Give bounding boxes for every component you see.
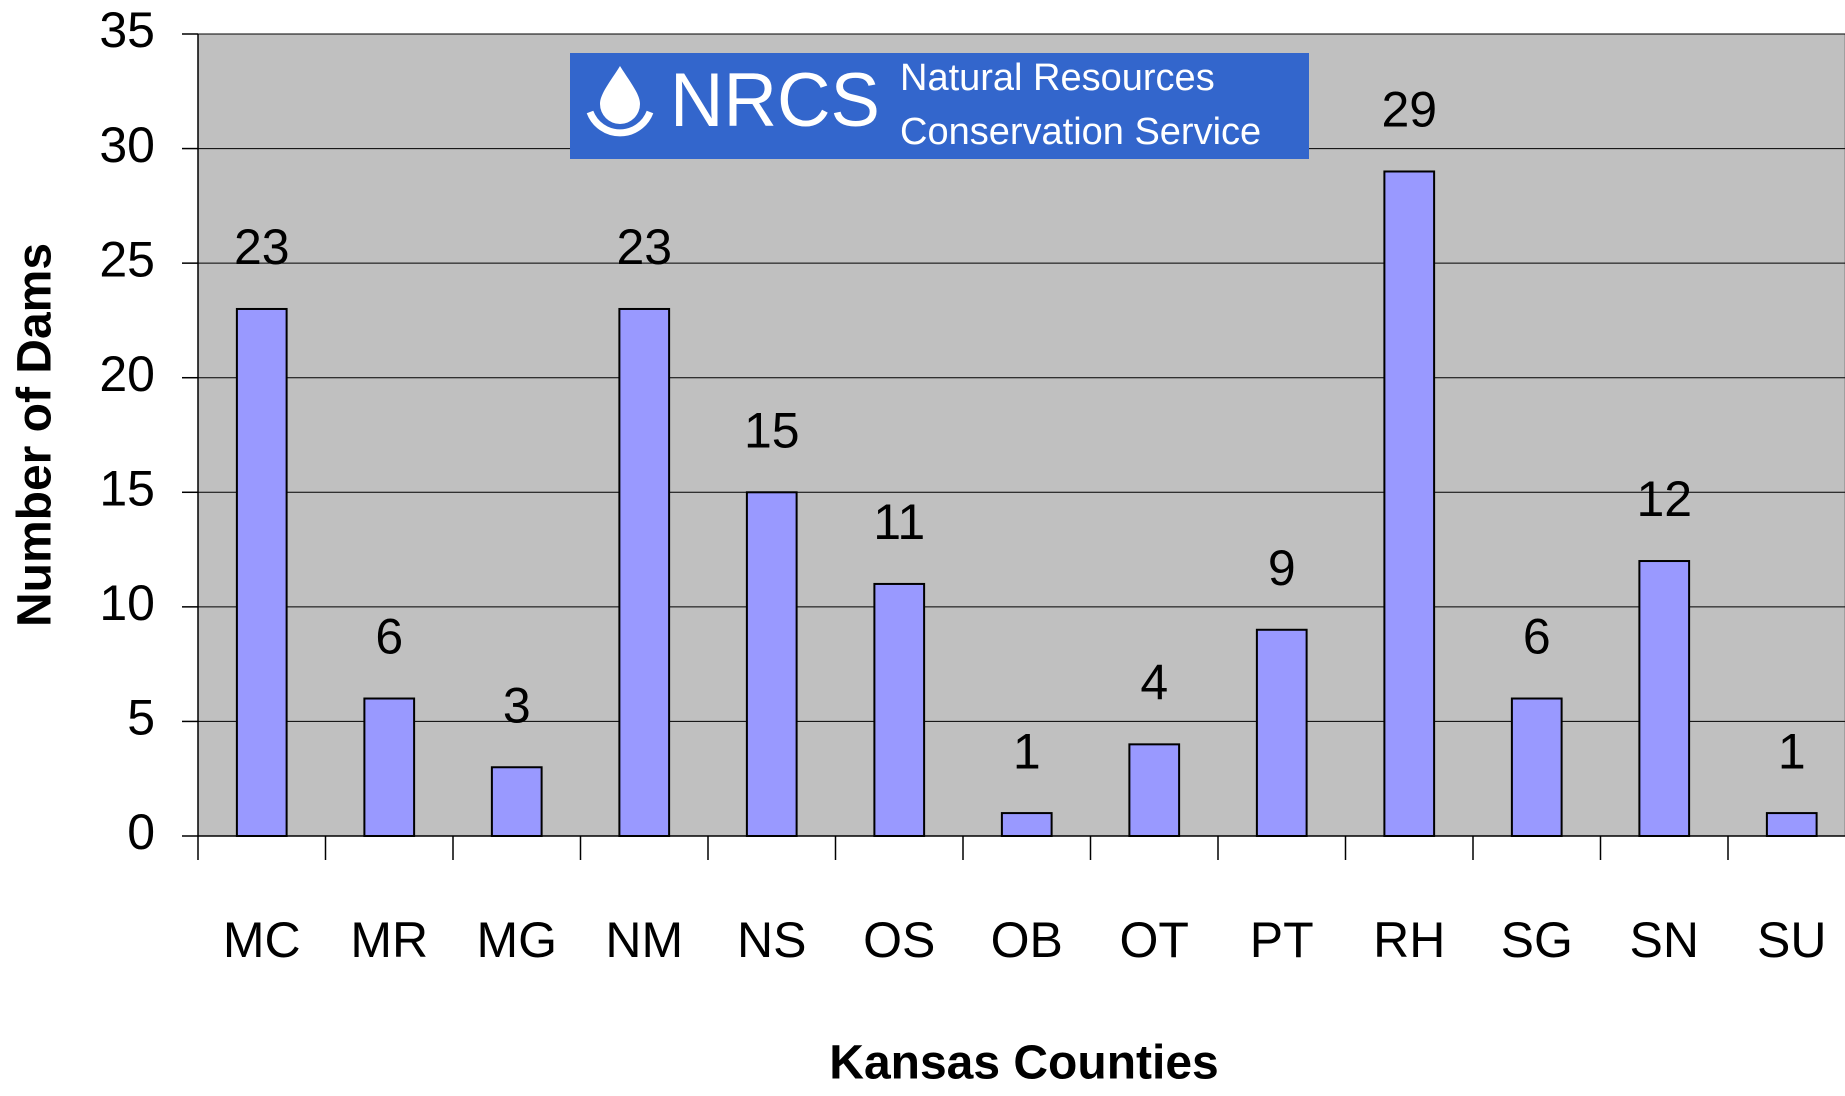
bar (1510, 697, 1563, 837)
y-tick-label: 10 (99, 575, 155, 631)
logo-acronym: NRCS (670, 58, 880, 143)
x-tick-label: NS (737, 912, 806, 968)
logo: NRCS Natural Resources Conservation Serv… (570, 53, 1309, 159)
bar (1765, 812, 1818, 837)
x-tick-label: RH (1373, 912, 1445, 968)
data-label: 3 (503, 677, 531, 733)
logo-drop (600, 66, 640, 124)
x-tick-label: MR (350, 912, 428, 968)
data-label: 29 (1381, 82, 1437, 138)
data-label: 1 (1013, 723, 1041, 779)
x-tick-label: PT (1250, 912, 1314, 968)
x-tick-label: OT (1120, 912, 1189, 968)
data-label: 6 (375, 609, 403, 665)
logo-background (570, 53, 1309, 159)
data-label: 23 (616, 219, 672, 275)
logo-arc (586, 110, 654, 137)
y-axis-title: Number of Dams (9, 243, 62, 627)
data-label: 4 (1140, 655, 1168, 711)
x-tick-label: MC (223, 912, 301, 968)
y-tick-label: 5 (127, 690, 155, 746)
data-label: 12 (1636, 471, 1692, 527)
data-label: 11 (873, 494, 925, 550)
bar (1383, 170, 1436, 837)
bar (873, 582, 926, 838)
data-label: 15 (744, 402, 800, 458)
bar (1128, 743, 1181, 837)
x-tick-label: OS (863, 912, 935, 968)
logo-line2: Conservation Service (900, 111, 1261, 153)
logo-line1: Natural Resources (900, 57, 1215, 99)
x-tick-label: SG (1501, 912, 1573, 968)
x-tick-label: MG (476, 912, 557, 968)
bar (490, 766, 543, 837)
x-tick-label: SN (1630, 912, 1699, 968)
y-tick-label: 35 (99, 2, 155, 58)
bar (618, 307, 671, 837)
y-tick-label: 20 (99, 346, 155, 402)
bar (1638, 560, 1691, 837)
y-tick-label: 30 (99, 117, 155, 173)
bar (1000, 812, 1053, 837)
bar (235, 307, 288, 837)
y-tick-label: 25 (99, 231, 155, 287)
y-tick-label: 15 (99, 460, 155, 516)
x-tick-label: NM (605, 912, 683, 968)
x-tick-label: SU (1757, 912, 1826, 968)
bar (1255, 628, 1308, 837)
y-tick-label: 0 (127, 804, 155, 860)
plot-area (197, 33, 1845, 837)
bar (363, 697, 416, 837)
data-label: 6 (1523, 609, 1551, 665)
data-label: 23 (234, 219, 290, 275)
data-label: 1 (1778, 723, 1806, 779)
x-tick-label: OB (991, 912, 1063, 968)
bar (745, 491, 798, 837)
x-axis-title: Kansas Counties (829, 1037, 1218, 1090)
data-label: 9 (1268, 540, 1296, 596)
